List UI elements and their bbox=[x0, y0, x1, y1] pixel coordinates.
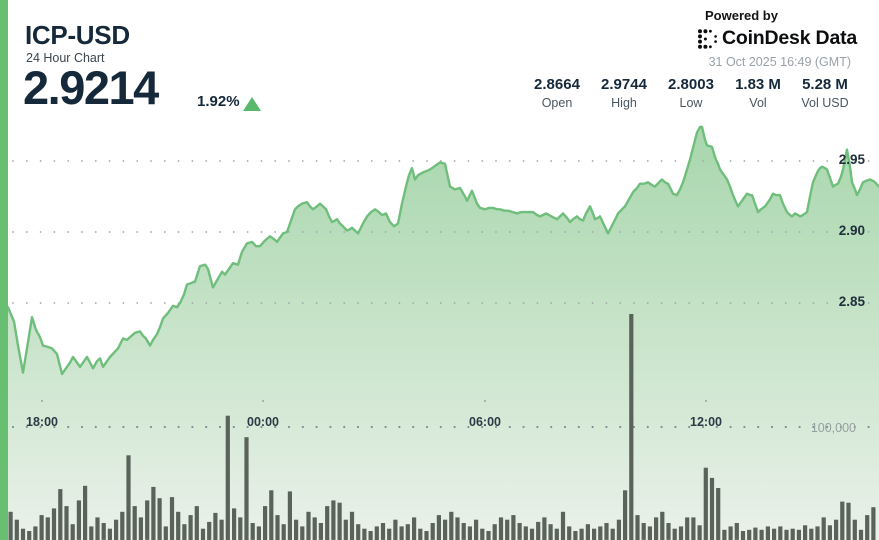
brand-row[interactable]: CoinDesk Data bbox=[697, 27, 857, 50]
stat-vol-usd: 5.28 M Vol USD bbox=[793, 76, 857, 110]
price-up-arrow-icon bbox=[243, 97, 261, 111]
change-percent: 1.92% bbox=[197, 93, 240, 110]
stat-high-label: High bbox=[611, 96, 637, 110]
coindesk-logo-icon bbox=[698, 28, 717, 49]
stat-vol: 1.83 M Vol bbox=[726, 76, 790, 110]
stat-high: 2.9744 High bbox=[592, 76, 656, 110]
timestamp: 31 Oct 2025 16:49 (GMT) bbox=[708, 55, 851, 69]
current-price: 2.9214 bbox=[23, 61, 159, 114]
branding-block: Powered by CoinDesk Data 31 Oct 2025 16:… bbox=[697, 8, 857, 69]
stat-open-label: Open bbox=[541, 96, 573, 110]
stat-open-value: 2.8664 bbox=[534, 76, 580, 93]
powered-by-label: Powered by bbox=[705, 8, 778, 23]
volume-axis-label: 100,000 bbox=[810, 421, 856, 435]
stat-low: 2.8003 Low bbox=[659, 76, 723, 110]
y-axis-tick-290: 2.90 bbox=[838, 223, 865, 238]
chart-subtitle: 24 Hour Chart bbox=[26, 51, 105, 65]
x-axis-tick-1800: 18:00 bbox=[26, 415, 58, 429]
stat-vol-usd-label: Vol USD bbox=[801, 96, 849, 110]
y-axis-tick-285: 2.85 bbox=[838, 294, 865, 309]
pair-title: ICP-USD bbox=[25, 20, 130, 50]
stat-vol-usd-value: 5.28 M bbox=[802, 76, 848, 93]
left-accent-bar bbox=[0, 0, 8, 540]
ohlcv-stats-row: 2.8664 Open 2.9744 High 2.8003 Low 1.83 … bbox=[525, 76, 857, 110]
stat-low-label: Low bbox=[679, 96, 703, 110]
y-axis-tick-295: 2.95 bbox=[838, 152, 865, 167]
stat-vol-value: 1.83 M bbox=[735, 76, 781, 93]
stat-high-value: 2.9744 bbox=[601, 76, 647, 93]
stat-vol-label: Vol bbox=[749, 96, 767, 110]
stat-low-value: 2.8003 bbox=[668, 76, 714, 93]
x-axis-tick-1200: 12:00 bbox=[690, 415, 722, 429]
x-axis-tick-0000: 00:00 bbox=[247, 415, 279, 429]
brand-name: CoinDesk Data bbox=[722, 27, 858, 49]
x-axis-tick-0600: 06:00 bbox=[469, 415, 501, 429]
stat-open: 2.8664 Open bbox=[525, 76, 589, 110]
